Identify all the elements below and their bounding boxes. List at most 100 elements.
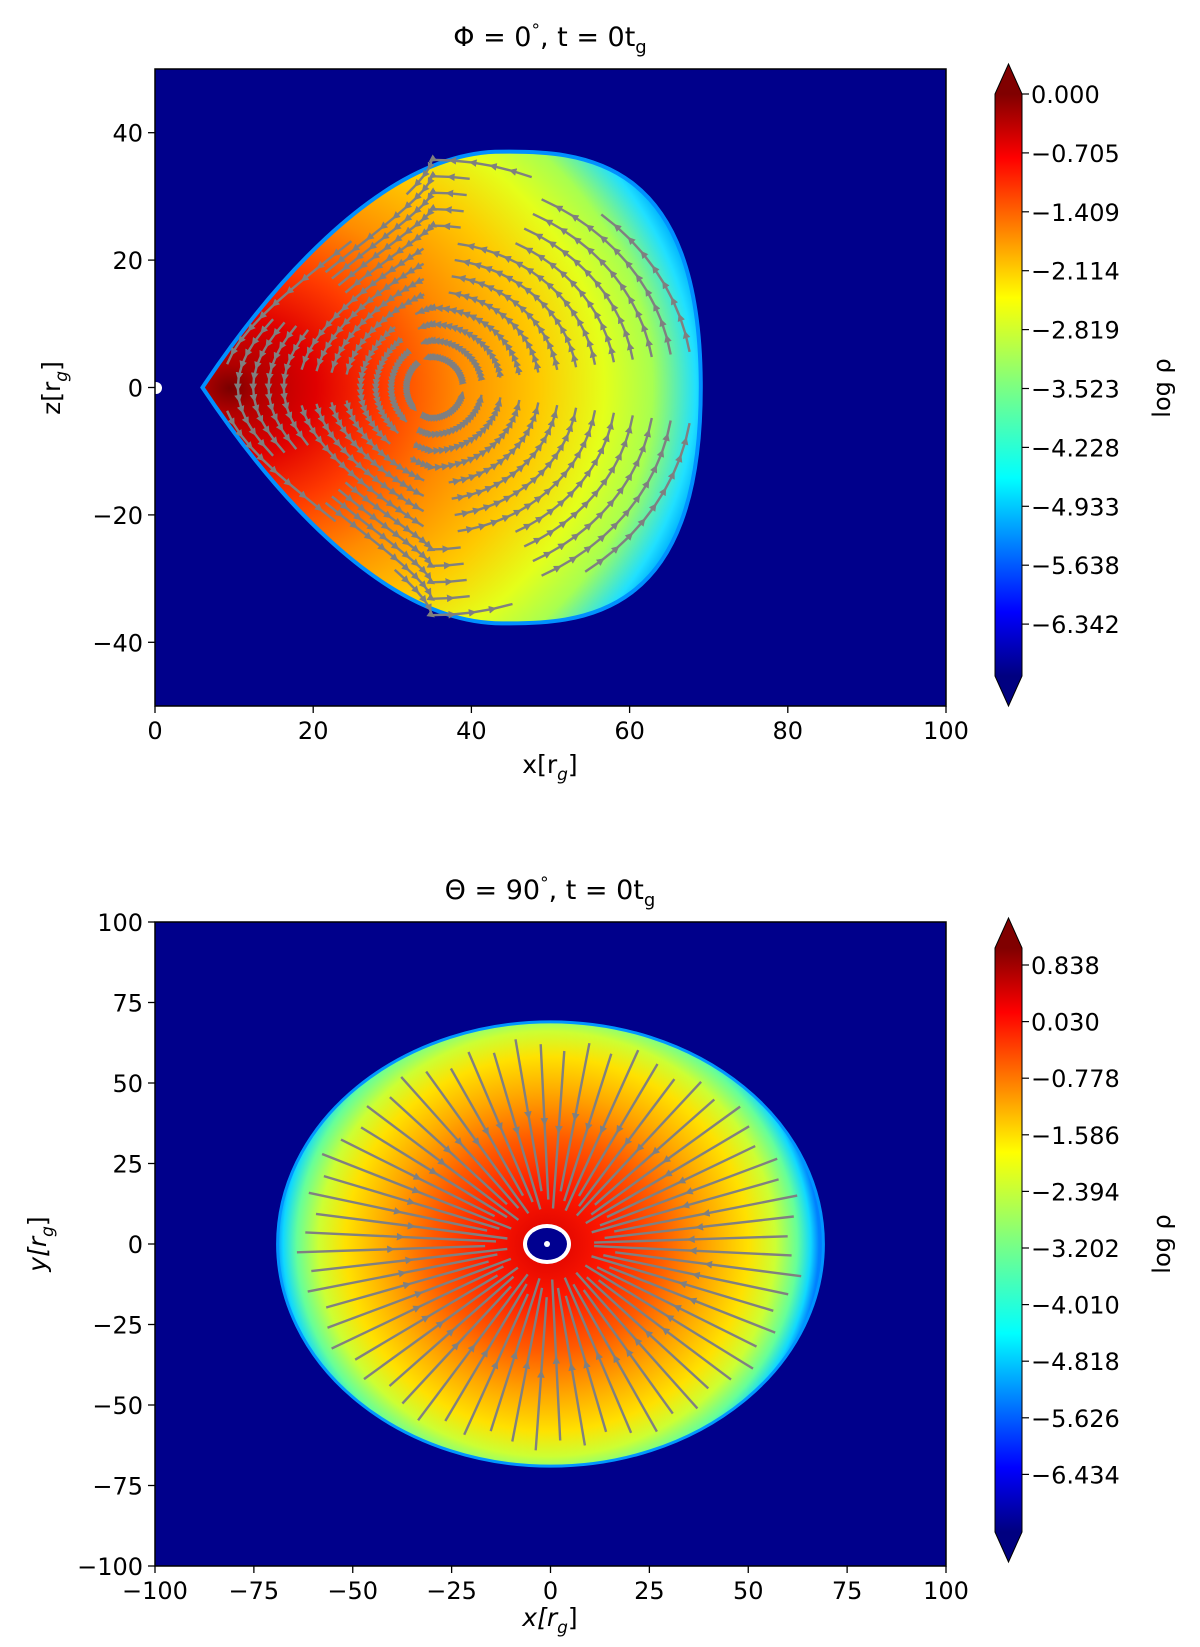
streamline xyxy=(585,1125,750,1225)
streamline xyxy=(388,1275,515,1387)
streamline xyxy=(551,1279,562,1441)
y-tick-label: −75 xyxy=(92,1473,143,1501)
colorbar-tick-label: −1.586 xyxy=(1031,1122,1120,1150)
streamline xyxy=(584,422,691,573)
x-tick-label: 100 xyxy=(923,1577,969,1605)
colorbar-tick-label: −4.228 xyxy=(1031,434,1120,462)
y-axis-label: z[rg] xyxy=(37,361,72,415)
colorbar-tick-label: −4.933 xyxy=(1031,493,1120,521)
colorbar-tick-label: −2.114 xyxy=(1031,258,1120,286)
streamline xyxy=(603,1254,789,1296)
colorbar-gradient xyxy=(995,948,1022,1532)
streamline xyxy=(591,1178,779,1234)
y-tick-label: −25 xyxy=(92,1312,143,1340)
streamline xyxy=(340,1138,496,1218)
x-tick-label: 60 xyxy=(614,717,645,745)
colorbar-extend-min xyxy=(995,676,1022,706)
streamline xyxy=(615,1251,802,1278)
colorbar-tick-label: −6.434 xyxy=(1031,1461,1120,1489)
streamline xyxy=(308,1191,488,1232)
streamline xyxy=(226,410,337,523)
colorbar-tick-label: −2.394 xyxy=(1031,1178,1120,1206)
streamline xyxy=(584,1264,754,1370)
colorbar-tick-label: −0.705 xyxy=(1031,140,1120,168)
streamline xyxy=(489,1278,541,1432)
colorbar-tick-label: −4.010 xyxy=(1031,1292,1120,1320)
streamline xyxy=(559,1042,591,1192)
colorbar-tick-label: −1.409 xyxy=(1031,199,1120,227)
y-tick-label: −40 xyxy=(92,629,143,657)
streamline xyxy=(449,1067,525,1197)
panel-theta-90: Θ = 90°, t = 0tg −100 −75 −50 −25 0 25 50 75 100… xyxy=(23,874,1176,1638)
panel-phi-0: Φ = 0°, t = 0tg 0 20 40 60 80 100 −40 −20 0 20 40… xyxy=(37,21,1176,785)
colorbar-tick-label: −2.819 xyxy=(1031,317,1120,345)
y-tick-label: 25 xyxy=(112,1151,143,1179)
x-axis-label: x[rg] xyxy=(522,750,577,785)
streamline xyxy=(585,1276,710,1390)
streamline xyxy=(600,213,691,353)
streamline xyxy=(577,1063,659,1197)
colorbar-tick-label: 0.838 xyxy=(1031,952,1100,980)
x-axis-label: x[rg] xyxy=(521,1603,577,1638)
x-ticks: −100 −75 −50 −25 0 25 50 75 100 xyxy=(122,1566,969,1605)
y-tick-label: 75 xyxy=(112,990,143,1018)
y-tick-label: 50 xyxy=(112,1070,143,1098)
streamline xyxy=(327,1257,512,1329)
panel1-title: Φ = 0°, t = 0tg xyxy=(453,21,646,58)
colorbar-label: log ρ xyxy=(1148,1214,1176,1273)
colorbar-tick-label: 0.000 xyxy=(1031,81,1100,109)
colorbar-extend-max xyxy=(995,918,1022,948)
x-tick-label: 100 xyxy=(923,717,969,745)
streamline xyxy=(400,1076,520,1209)
streamline xyxy=(591,1255,774,1312)
streamline xyxy=(360,1126,508,1219)
y-axis-label: y[rg] xyxy=(23,1216,58,1272)
streamline xyxy=(325,1260,489,1309)
y-tick-label: −100 xyxy=(77,1553,143,1581)
streamline xyxy=(331,1265,504,1350)
streamline xyxy=(596,1266,758,1348)
x-tick-label: 40 xyxy=(456,717,487,745)
streamline xyxy=(405,154,533,196)
streamline xyxy=(389,1096,508,1206)
streamline xyxy=(551,1050,566,1209)
streamlines xyxy=(226,154,691,619)
x-tick-label: −75 xyxy=(229,1577,280,1605)
streamline xyxy=(463,1293,529,1436)
streamline xyxy=(534,1297,548,1451)
streamline xyxy=(514,1039,543,1192)
colorbar-tick-label: −3.202 xyxy=(1031,1235,1120,1263)
x-tick-label: 75 xyxy=(832,1577,863,1605)
y-tick-label: −20 xyxy=(92,502,143,530)
x-tick-label: 20 xyxy=(298,717,329,745)
x-tick-label: −25 xyxy=(426,1577,477,1605)
y-ticks: −40 −20 0 20 40 xyxy=(92,120,155,657)
streamline xyxy=(417,1273,529,1422)
colorbar-tick-label: −0.778 xyxy=(1031,1065,1120,1093)
streamline xyxy=(582,1289,674,1415)
y-tick-label: 100 xyxy=(97,909,143,937)
colorbar-extend-min xyxy=(995,1532,1022,1562)
streamline xyxy=(564,1295,608,1433)
streamline xyxy=(425,1070,530,1215)
streamline xyxy=(563,1053,613,1202)
streamline xyxy=(296,1244,486,1254)
streamline xyxy=(323,1174,500,1230)
x-tick-label: −100 xyxy=(122,1577,188,1605)
streamline xyxy=(597,1279,732,1381)
y-tick-label: 0 xyxy=(128,375,143,403)
streamline xyxy=(606,1145,756,1219)
y-tick-label: −50 xyxy=(92,1392,143,1420)
streamline xyxy=(590,1105,741,1216)
streamline xyxy=(575,1080,702,1217)
colorbar: 0.838 0.030 −0.778 −1.586 −2.394 −3.202 −4.010… xyxy=(994,916,1176,1564)
y-tick-label: 20 xyxy=(112,247,143,275)
x-tick-label: 80 xyxy=(773,717,804,745)
streamline xyxy=(321,1152,512,1230)
x-ticks: 0 20 40 60 80 100 xyxy=(147,706,969,745)
streamline xyxy=(366,1105,520,1221)
streamline xyxy=(613,1194,798,1233)
streamline xyxy=(594,1235,788,1244)
x-tick-label: 25 xyxy=(634,1577,665,1605)
